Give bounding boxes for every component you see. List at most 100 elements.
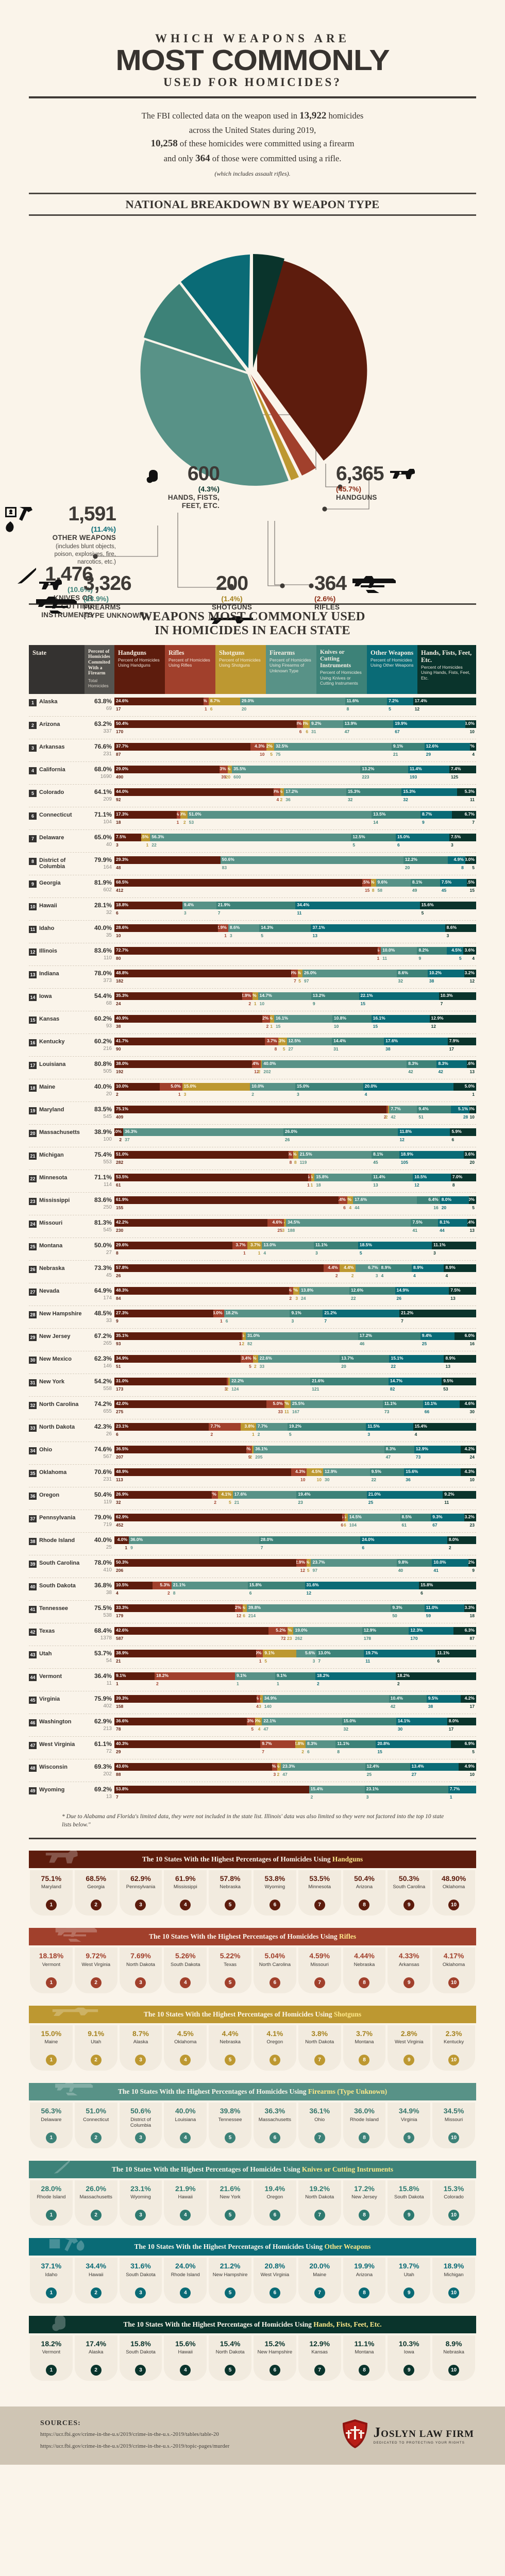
bar-segment: 1.1% [243, 1604, 247, 1612]
bar-segment: 9.6% [376, 878, 411, 887]
row-rank: 8 [29, 857, 37, 865]
bar-count: 167 [292, 1409, 300, 1414]
shotguns-percent: (1.4%) [221, 594, 243, 603]
bar-segment: 26.0% [283, 1128, 398, 1136]
row-state-name: Maryland [39, 1106, 64, 1113]
top10-rank-badge: 7 [314, 2287, 325, 2298]
row-rank: 44 [29, 1673, 37, 1681]
pie-label-handguns: 6,365 (45.7%) HANDGUNS [336, 464, 417, 502]
bar-count: 1 [307, 1182, 310, 1188]
top10-rank-badge: 9 [403, 2287, 415, 2298]
bar-count: 49 [412, 887, 417, 893]
top10-cell: 2.8% West Virginia 9 [388, 2025, 431, 2071]
bar-segment: 53.8% [114, 1785, 309, 1793]
bar-segment: 1.0% [177, 810, 181, 819]
row-firearm-percent: 54.2% 558 [94, 1377, 112, 1392]
bar-segment: 34.4% [295, 901, 420, 909]
bar-count: 92 [116, 796, 121, 802]
top10-rank-badge: 8 [359, 2132, 370, 2143]
stat-rifle-homicides: 364 [195, 153, 210, 164]
bar-segment: 19.7% [364, 1649, 436, 1657]
bar-segment: 2.3% [246, 1717, 256, 1725]
table-row: 19Maryland83.5%54575.1%0.4%0.4%7.7%9.4%5… [29, 1102, 476, 1125]
bar-count: 4 [472, 955, 475, 961]
bar-count: 26 [396, 1295, 402, 1301]
source-link-2[interactable]: https://ucr.fbi.gov/crime-in-the-u.s/201… [40, 2443, 230, 2449]
row-firearm-percent: 28.1% 32 [94, 901, 112, 916]
table-row: 49 Wyoming 69.2% 13 53.8% 15.4% 23.1% 7.7% 7 2 3 1 [29, 1782, 476, 1804]
top10-state: Utah [91, 2039, 102, 2045]
bar-segment: 5.1% [451, 1105, 470, 1113]
bar-count: 206 [116, 1567, 124, 1573]
stat-total-homicides: 13,922 [299, 110, 327, 122]
row-bars: 10.5% 5.3% 21.1% 15.8% 31.6% 15.8% 4 2 8 6 12 6 [114, 1581, 476, 1597]
source-link-1[interactable]: https://ucr.fbi.gov/crime-in-the-u.s/201… [40, 2432, 219, 2438]
top10-cell: 17.2% New Jersey 8 [343, 2180, 386, 2226]
top10-value: 23.1% [130, 2184, 151, 2193]
bar-segment: 15.8% [419, 1581, 476, 1589]
row-bars: 75.1%0.4%0.4%7.7%9.4%5.1%1.8%40922425128… [114, 1105, 476, 1121]
bar-count: 12 [414, 706, 420, 711]
row-rank: 39 [29, 1560, 37, 1568]
brand-logo[interactable]: JOSLYN LAW FIRM DEDICATED TO PROTECTING … [342, 2419, 474, 2451]
bar-segment: 9.1% [114, 1672, 155, 1680]
row-state-name: Wyoming [39, 1786, 65, 1793]
top10-rank-badge: 10 [448, 2287, 460, 2298]
bar-count: 9 [248, 1454, 251, 1460]
table-row: 38 Rhode Island 40.0% 25 4.0% 36.0% 28.0% 24.0%… [29, 1533, 476, 1555]
top10-cell: 20.8% West Virginia 6 [253, 2258, 296, 2303]
top10-cell: 18.18% Vermont 1 [30, 1947, 73, 1993]
bar-count: 1 [220, 1318, 223, 1324]
bar-segment: 16.1% [371, 1014, 430, 1023]
top10-value: 8.9% [445, 2339, 462, 2348]
top10-state: Oklahoma [442, 1884, 465, 1890]
shotguns-value: 200 [215, 572, 248, 595]
bar-segment: 43.6% [114, 1762, 272, 1771]
bar-segment: 36.6% [114, 1717, 247, 1725]
bar-count: 15 [275, 1023, 281, 1029]
bar-count: 20 [341, 1363, 346, 1369]
bar-segment: 1.7% [293, 1286, 300, 1295]
bar-count: 11 [284, 1409, 289, 1414]
bar-segment: 6.7% [355, 1264, 380, 1272]
top10-state: Massachusetts [258, 2116, 292, 2123]
bar-count: 4 [263, 1250, 266, 1256]
bar-segment: 28.6% [114, 924, 218, 932]
top10-state: Vermont [42, 1961, 61, 1968]
row-state-name: Wisconsin [39, 1764, 68, 1770]
top10-value: 51.0% [86, 2107, 107, 2115]
bar-segment: 10.2% [427, 969, 465, 977]
pie-section-header: NATIONAL BREAKDOWN BY WEAPON TYPE [29, 193, 476, 216]
bar-segment: 9.1% [263, 1649, 296, 1657]
bar-segment: 11.5% [366, 1422, 413, 1431]
logo-name: JOSLYN LAW FIRM [373, 2425, 474, 2441]
top10-value: 20.8% [264, 2262, 285, 2270]
bar-count: 2 [316, 1681, 319, 1686]
top10-rank-badge: 3 [135, 2365, 146, 2376]
bar-count: 23 [287, 1635, 292, 1641]
row-rank: 36 [29, 1492, 37, 1500]
bar-segment: 5.6% [296, 1649, 317, 1657]
bar-segment: 2.8% [295, 1740, 306, 1748]
top10-rank-badge: 5 [225, 1900, 236, 1911]
table-row: 2Arizona63.2%33750.4%1.8%1.8%9.2%13.9%19… [29, 717, 476, 739]
bar-segment: 23.1% [114, 1422, 209, 1431]
bar-count: 28 [463, 1114, 468, 1120]
top10-cell: 37.1% Idaho 1 [30, 2258, 73, 2303]
bar-segment: 1.1% [289, 1286, 294, 1295]
bar-segment: 1.5% [252, 992, 258, 1000]
top10-state: North Carolina [259, 1961, 291, 1968]
top10-state: North Dakota [215, 2349, 245, 2355]
row-firearm-percent: 80.8% 505 [94, 1060, 112, 1074]
bar-count: 23 [469, 1522, 475, 1528]
bar-segment: 24.0% [360, 1536, 447, 1544]
bar-count: 42 [438, 1069, 443, 1074]
top10-rank-badge: 9 [403, 2365, 415, 2376]
top10-cell: 9.1% Utah 2 [74, 2025, 117, 2071]
top10-value: 21.9% [175, 2184, 196, 2193]
bar-segment: 12.4% [365, 1762, 410, 1771]
top10-rank-badge: 4 [180, 1977, 191, 1988]
bar-count: 87 [116, 751, 121, 757]
bar-count: 82 [390, 1386, 395, 1392]
row-state-name: Washington [39, 1718, 72, 1725]
